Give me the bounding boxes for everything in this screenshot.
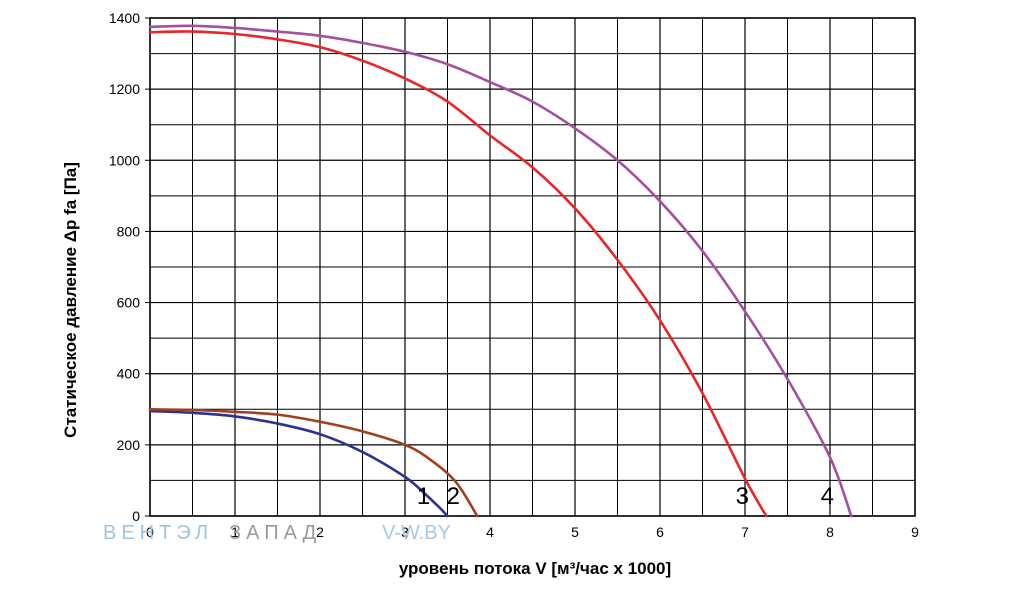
x-tick-label: 4 bbox=[486, 524, 494, 540]
curve-label-1: 1 bbox=[417, 483, 430, 510]
y-tick-label: 600 bbox=[117, 295, 141, 311]
y-tick-label: 1000 bbox=[109, 152, 140, 168]
curve-label-4: 4 bbox=[821, 483, 834, 510]
curves bbox=[148, 24, 853, 518]
watermark-brand-part2: ЗАПАД bbox=[229, 522, 321, 544]
y-tick-label: 800 bbox=[117, 223, 141, 239]
curve-label-3: 3 bbox=[736, 483, 749, 510]
x-tick-label: 7 bbox=[741, 524, 749, 540]
curve-series-4 bbox=[148, 24, 853, 518]
watermark: ВЕНТЭЛ ЗАПАД V-W.BY bbox=[103, 522, 451, 544]
x-tick-label: 3 bbox=[401, 524, 409, 540]
plot-frame bbox=[149, 17, 916, 517]
y-tick-label: 1200 bbox=[109, 81, 140, 97]
y-tick-label: 1400 bbox=[109, 10, 140, 26]
y-tick-label: 0 bbox=[132, 508, 140, 524]
curve-series-2 bbox=[148, 407, 479, 518]
curve-label-2: 2 bbox=[447, 483, 460, 510]
x-tick-label: 2 bbox=[316, 524, 324, 540]
x-tick-label: 1 bbox=[231, 524, 239, 540]
x-tick-label: 6 bbox=[656, 524, 664, 540]
x-tick-label: 0 bbox=[146, 524, 154, 540]
watermark-site: V-W.BY bbox=[382, 522, 451, 544]
curve-series-3 bbox=[148, 30, 768, 518]
grid bbox=[149, 17, 916, 517]
y-axis-title: Статическое давление Δp fa [Па] bbox=[61, 162, 80, 438]
x-axis-title: уровень потока V [м³/час x 1000] bbox=[399, 559, 671, 578]
watermark-brand-part1: ВЕНТЭЛ bbox=[103, 522, 213, 544]
x-tick-label: 9 bbox=[911, 524, 919, 540]
x-tick-label: 5 bbox=[571, 524, 579, 540]
x-tick-label: 8 bbox=[826, 524, 834, 540]
curve-series-1 bbox=[148, 409, 449, 518]
y-tick-label: 400 bbox=[117, 366, 141, 382]
y-tick-label: 200 bbox=[117, 437, 141, 453]
